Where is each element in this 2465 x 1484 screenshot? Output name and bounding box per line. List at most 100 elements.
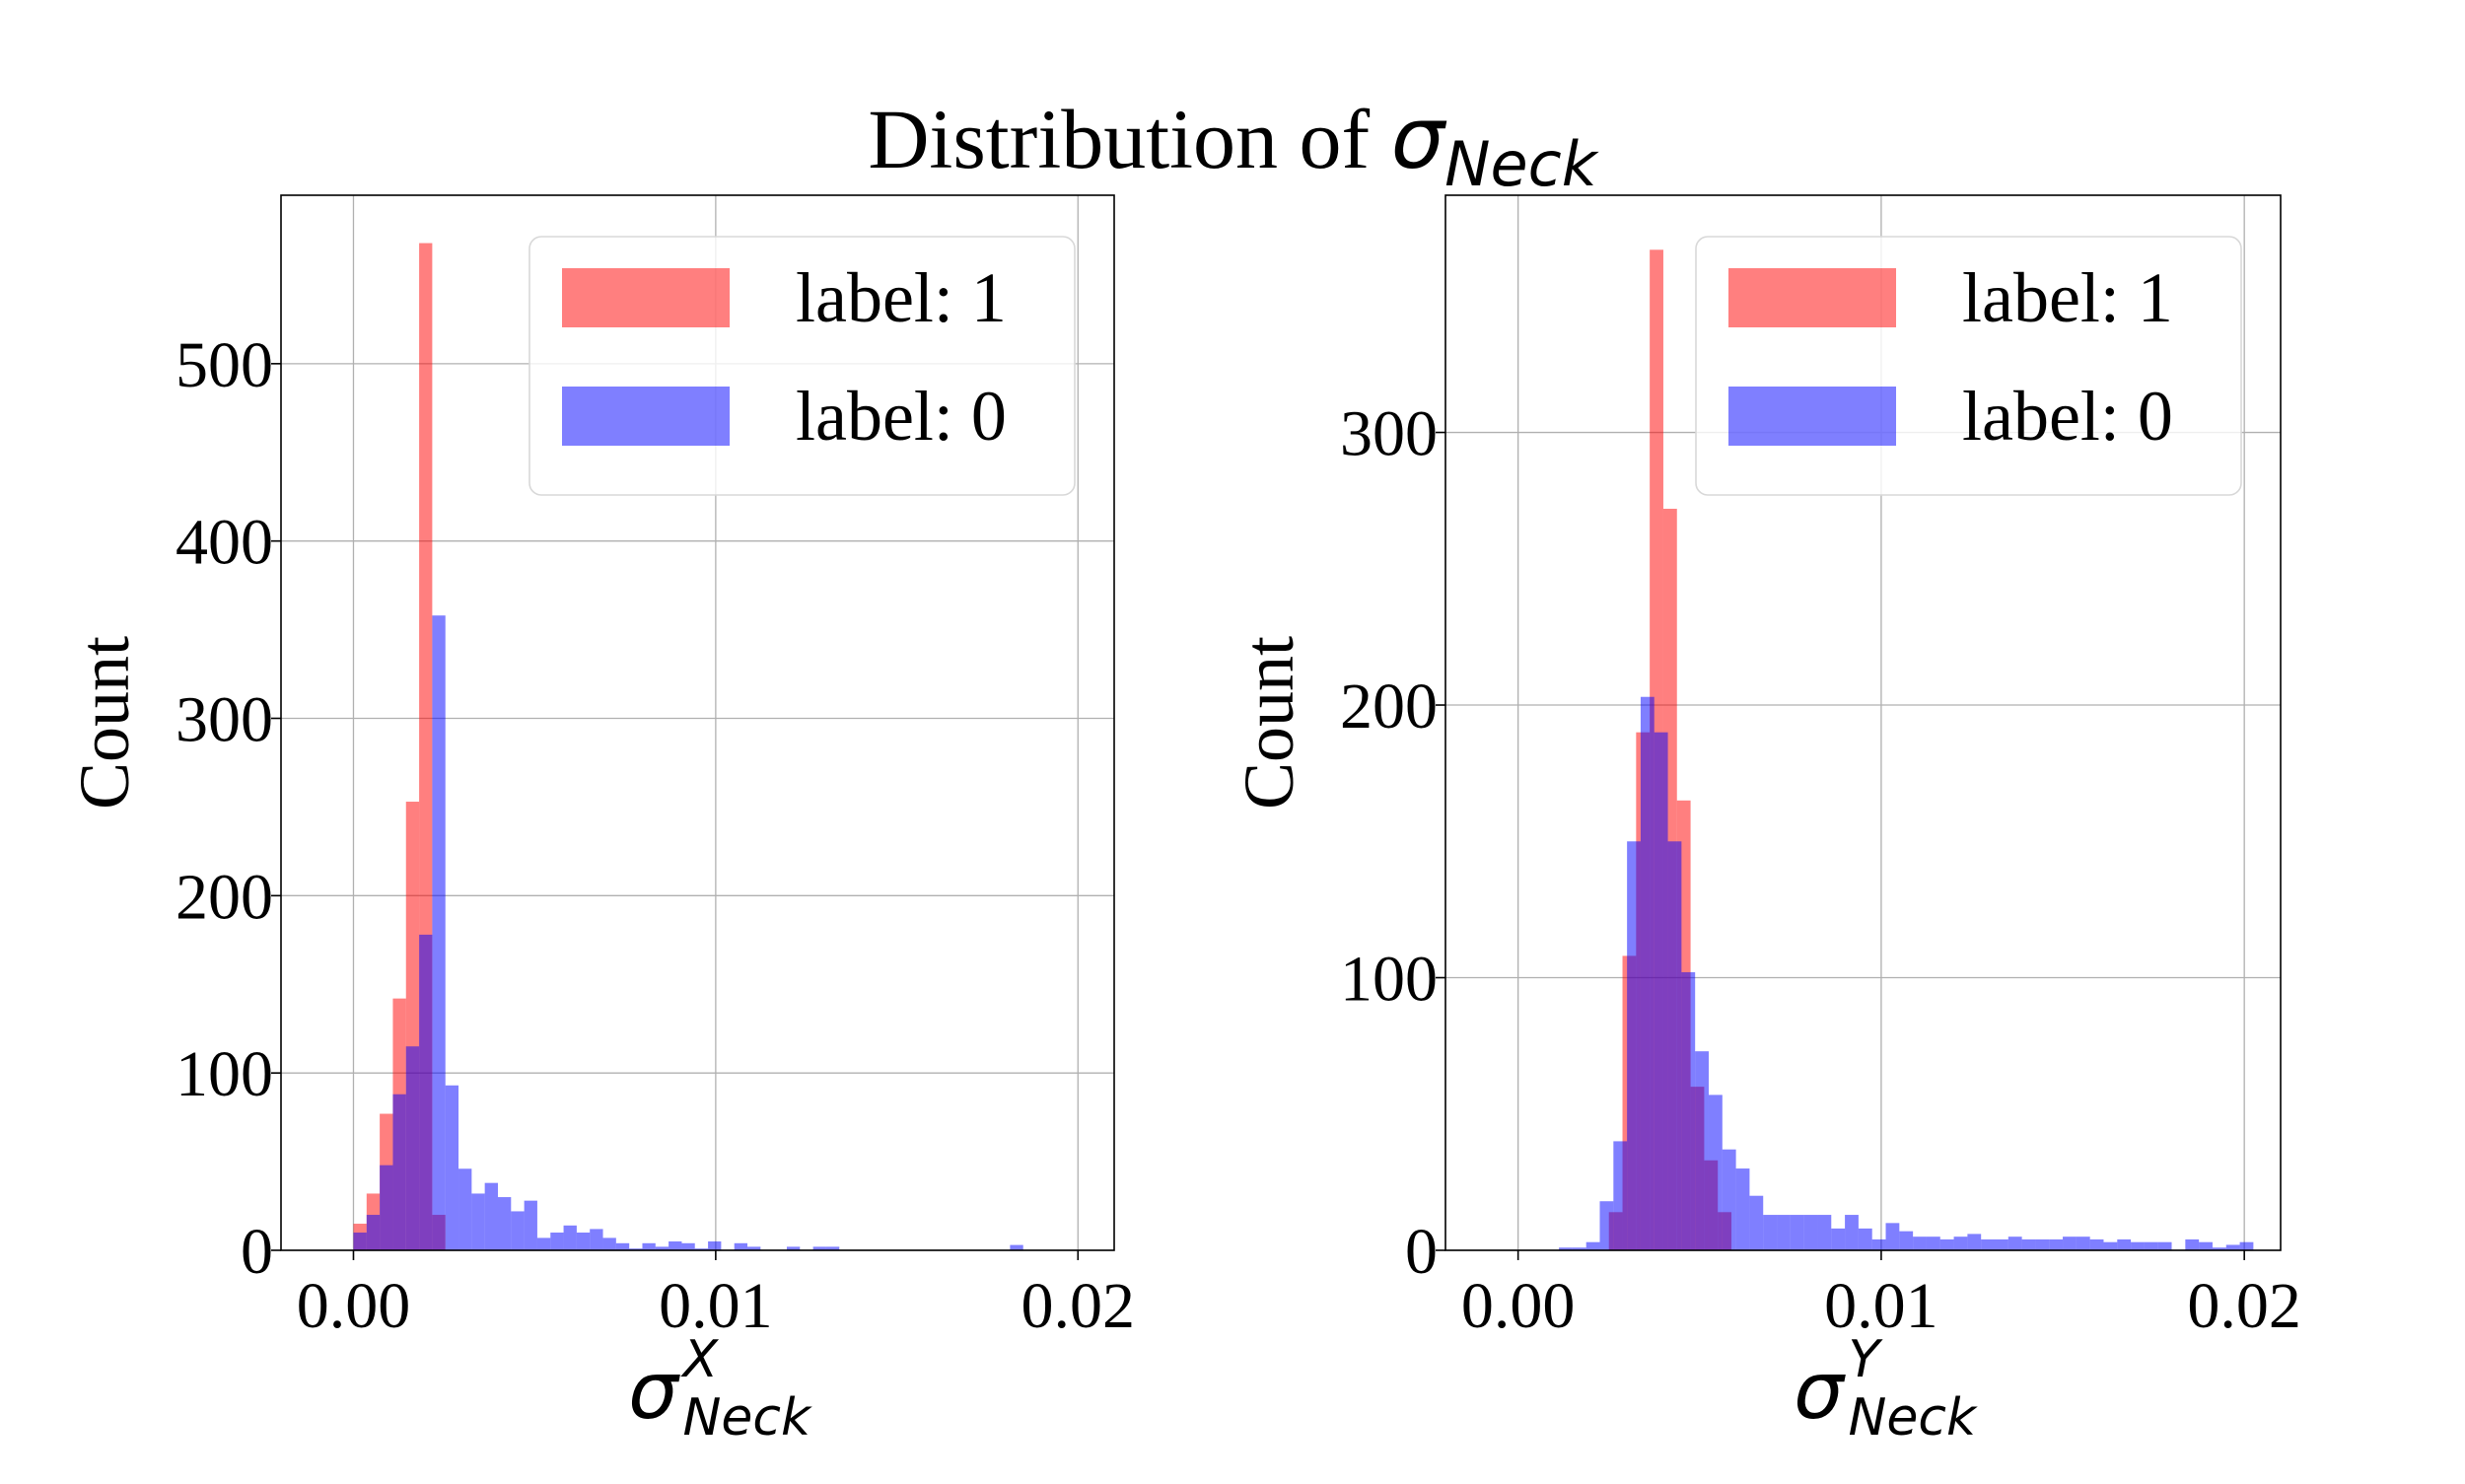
histogram-bar bbox=[484, 1182, 498, 1250]
histogram-bar bbox=[380, 1165, 393, 1250]
histogram-bar bbox=[2239, 1241, 2254, 1250]
y-tick-label: 300 bbox=[1340, 398, 1438, 470]
legend-swatch bbox=[1728, 387, 1896, 446]
x-axis-label-subscript: Neck bbox=[683, 1388, 812, 1448]
x-axis-label-symbol: σ bbox=[1794, 1345, 1846, 1437]
histogram-bar bbox=[734, 1242, 748, 1250]
histogram-bar bbox=[563, 1225, 577, 1250]
histogram-bar bbox=[576, 1233, 591, 1250]
x-tick-label: 0.02 bbox=[2187, 1270, 2301, 1342]
histogram-bar bbox=[1994, 1238, 2008, 1250]
histogram-bar bbox=[1981, 1238, 1995, 1250]
figure-title: Distribution of σNeck bbox=[868, 90, 1598, 200]
histogram-bar bbox=[1695, 1051, 1709, 1250]
histogram-bar bbox=[2035, 1238, 2050, 1250]
histogram-bar bbox=[419, 934, 433, 1250]
y-tick-label: 500 bbox=[176, 329, 273, 401]
histogram-bar bbox=[1735, 1168, 1750, 1250]
histogram-bar bbox=[1817, 1215, 1832, 1250]
histogram-bar bbox=[524, 1200, 537, 1250]
series-label-0 bbox=[353, 615, 1023, 1250]
x-tick-label: 0.00 bbox=[1461, 1270, 1576, 1342]
x-axis-label-symbol: σ bbox=[628, 1345, 680, 1437]
histogram-bar bbox=[1681, 971, 1696, 1250]
histogram-bar bbox=[669, 1241, 682, 1250]
histogram-bar bbox=[602, 1237, 616, 1250]
x-tick-label: 0.01 bbox=[659, 1270, 773, 1342]
histogram-bar bbox=[1831, 1228, 1846, 1250]
histogram-bar bbox=[1845, 1215, 1859, 1250]
histogram-bar bbox=[2144, 1241, 2158, 1250]
histogram-bar bbox=[1953, 1237, 1968, 1250]
histogram-bar bbox=[471, 1193, 485, 1250]
y-tick-label: 200 bbox=[1340, 671, 1438, 742]
legend-swatch bbox=[562, 268, 730, 327]
histogram-bar bbox=[1790, 1215, 1804, 1250]
histogram-bar bbox=[1654, 732, 1668, 1250]
histogram-bar bbox=[366, 1215, 381, 1250]
histogram-bar bbox=[2103, 1241, 2118, 1250]
histogram-bar bbox=[497, 1197, 512, 1250]
histogram-bar bbox=[1599, 1201, 1614, 1250]
histogram-bar bbox=[1885, 1223, 1900, 1250]
histogram-bar bbox=[458, 1168, 472, 1250]
histogram-bar bbox=[1803, 1215, 1818, 1250]
legend: label: 1 label: 0 bbox=[1695, 236, 2242, 496]
histogram-bar bbox=[1613, 1141, 1628, 1250]
histogram-bar bbox=[655, 1246, 669, 1250]
histogram-bar bbox=[1640, 696, 1655, 1250]
histogram-bar bbox=[1939, 1238, 1954, 1250]
x-axis-label-subscript: Neck bbox=[1849, 1388, 1978, 1448]
legend-entry-label: label: 0 bbox=[796, 377, 1007, 456]
histogram-bar bbox=[786, 1246, 801, 1250]
legend: label: 1 label: 0 bbox=[528, 236, 1076, 496]
histogram-bar bbox=[1722, 1149, 1736, 1250]
histogram-bar bbox=[405, 1046, 420, 1250]
axes-frame bbox=[280, 194, 1115, 1251]
legend-entry-label: label: 1 bbox=[1962, 258, 2173, 337]
y-tick-label: 300 bbox=[176, 684, 273, 756]
histogram-bar bbox=[1585, 1241, 1600, 1250]
histogram-bar bbox=[536, 1237, 551, 1250]
y-tick-label: 100 bbox=[176, 1038, 273, 1110]
histogram-bar bbox=[747, 1246, 761, 1250]
y-tick-label: 100 bbox=[1340, 944, 1438, 1016]
histogram-bar bbox=[1913, 1237, 1927, 1250]
y-tick-label: 0 bbox=[1405, 1216, 1438, 1288]
series-label-0 bbox=[1559, 696, 2254, 1250]
histogram-bar bbox=[2212, 1247, 2226, 1250]
histogram-bar bbox=[1858, 1228, 1872, 1250]
histogram-bar bbox=[1572, 1247, 1586, 1250]
histogram-bar bbox=[2199, 1241, 2213, 1250]
histogram-bar bbox=[812, 1246, 826, 1250]
x-tick-label: 0.00 bbox=[297, 1270, 411, 1342]
histogram-bar bbox=[1967, 1234, 1982, 1250]
histogram-bar bbox=[353, 1233, 367, 1250]
histogram-bar bbox=[1708, 1095, 1723, 1250]
histogram-bar bbox=[2049, 1238, 2064, 1250]
histogram-bar bbox=[1667, 841, 1682, 1250]
y-axis-label: Count bbox=[65, 636, 144, 810]
histogram-bar bbox=[615, 1242, 630, 1250]
y-axis-label: Count bbox=[1230, 636, 1308, 810]
histogram-bar bbox=[1899, 1231, 1914, 1250]
legend-entry-label: label: 1 bbox=[796, 258, 1007, 337]
histogram-bar bbox=[1763, 1215, 1778, 1250]
x-axis-label-superscript: X bbox=[680, 1330, 720, 1389]
histogram-bar bbox=[2089, 1238, 2104, 1250]
histogram-bar bbox=[642, 1242, 656, 1250]
histogram-bar bbox=[550, 1233, 564, 1250]
histogram-bar bbox=[2007, 1237, 2022, 1250]
y-tick-label: 200 bbox=[176, 861, 273, 933]
x-tick-label: 0.02 bbox=[1021, 1270, 1136, 1342]
histogram-bar bbox=[2185, 1238, 2200, 1250]
x-tick-label: 0.01 bbox=[1824, 1270, 1938, 1342]
histogram-bar bbox=[1559, 1247, 1573, 1250]
histogram-bar bbox=[708, 1241, 722, 1250]
histogram-bar bbox=[2131, 1241, 2145, 1250]
histogram-bar bbox=[2225, 1244, 2240, 1250]
histogram-bar bbox=[2063, 1237, 2077, 1250]
histogram-bar bbox=[694, 1248, 709, 1250]
